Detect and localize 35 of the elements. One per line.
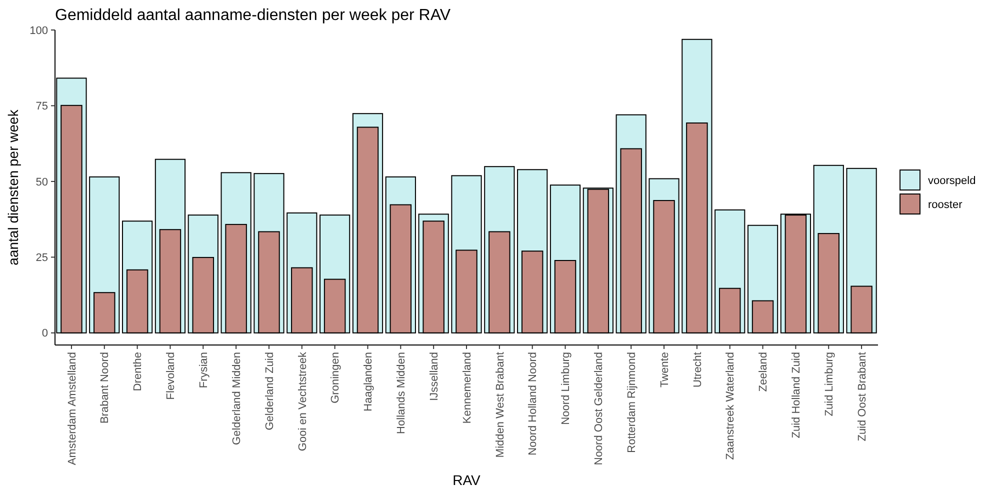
x-tick-label: Groningen — [330, 352, 342, 404]
x-tick-label: Rotterdam Rijnmond — [626, 352, 638, 453]
x-tick-label: Zuid Oost Brabant — [856, 352, 868, 442]
chart-title: Gemiddeld aantal aanname-diensten per week per RAV — [55, 7, 451, 24]
x-tick-label: Hollands Midden — [396, 352, 408, 434]
x-tick-label: Zaanstreek Waterland — [724, 352, 737, 460]
y-tick-label: 25 — [36, 252, 48, 264]
legend-label: voorspeld — [928, 174, 976, 187]
x-tick-label: Zuid Holland Zuid — [790, 352, 803, 438]
x-axis-title: RAV — [452, 472, 482, 488]
x-tick-label: Brabant Noord — [99, 352, 112, 424]
legend-label: rooster — [928, 198, 963, 211]
x-tick-label: Zuid Limburg — [823, 352, 836, 416]
y-tick-label: 50 — [36, 176, 48, 188]
y-tick-label: 100 — [30, 24, 48, 37]
x-tick-label: Utrecht — [692, 352, 704, 388]
x-tick-label: Noord Oost Gelderland — [593, 352, 606, 466]
x-tick-label: Frysian — [198, 352, 210, 388]
x-tick-label: Zeeland — [758, 352, 770, 392]
y-tick-label: 0 — [42, 328, 48, 340]
x-tick-label: Drenthe — [132, 352, 144, 392]
x-tick-label: Gelderland Midden — [230, 352, 243, 445]
x-tick-label: Amsterdam Amstelland — [66, 352, 78, 466]
x-tick-label: Kennemerland — [461, 352, 474, 424]
x-tick-label: Twente — [658, 352, 671, 388]
x-tick-label: Haaglanden — [362, 352, 375, 412]
x-tick-label: Midden West Brabant — [494, 352, 506, 458]
x-tick-label: Noord Limburg — [560, 352, 572, 425]
x-tick-label: Flevoland — [165, 352, 178, 400]
y-tick-label: 75 — [36, 100, 48, 113]
x-tick-label: Gelderland Zuid — [264, 352, 276, 430]
y-axis-title: aantal diensten per week — [5, 108, 21, 266]
x-tick-label: IJsselland — [428, 352, 440, 401]
x-tick-label: Gooi en Vechtstreek — [296, 352, 309, 452]
x-tick-label: Noord Holland Noord — [527, 352, 540, 456]
